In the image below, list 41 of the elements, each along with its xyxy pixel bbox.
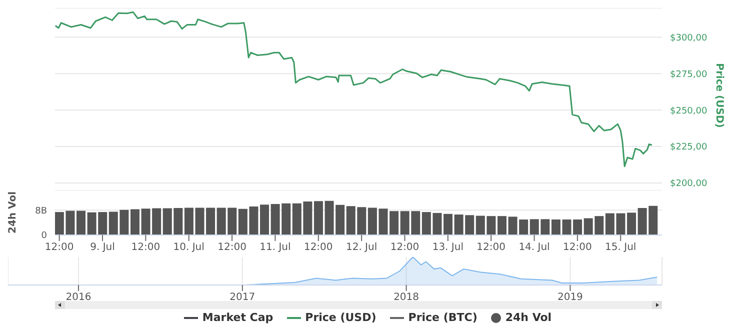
x-tick-label: 12:00: [304, 242, 333, 254]
bar: [130, 209, 140, 235]
y-axis-title: Price (USD): [713, 63, 724, 128]
bar: [76, 210, 86, 235]
y-tick-label: $250,00: [670, 106, 708, 116]
legend-label: Market Cap: [202, 311, 274, 324]
bar: [551, 219, 560, 235]
legend-label: Price (USD): [305, 311, 376, 324]
bar: [627, 212, 636, 235]
y-tick-label: $300,00: [670, 33, 708, 44]
x-tick-label: 14. Jul: [518, 242, 550, 254]
x-tick-label: 9. Jul: [90, 242, 115, 254]
x-tick-label: 12:00: [218, 242, 246, 254]
y-tick-label: 8B: [35, 206, 47, 216]
x-tick-label: 2019: [557, 292, 583, 304]
bar: [314, 201, 323, 235]
y-tick-label: $225,00: [670, 142, 708, 153]
bar: [260, 204, 270, 235]
bar: [497, 216, 506, 235]
x-tick-label: 2017: [230, 292, 256, 304]
x-tick-label: 12:00: [476, 242, 506, 254]
x-tick-label: 11. Jul: [260, 242, 291, 254]
bar: [206, 208, 216, 235]
x-tick-label: 12. Jul: [346, 242, 378, 254]
x-tick-label: 12:00: [563, 242, 592, 254]
x-tick-label: 2018: [394, 292, 420, 304]
legend-label: 24h Vol: [505, 311, 552, 324]
x-tick-label: 15. Jul: [605, 242, 636, 254]
bar: [390, 211, 399, 235]
x-tick-label: 12:00: [390, 242, 420, 254]
x-tick-label: 12:00: [131, 242, 160, 254]
x-tick-label: 12:00: [44, 242, 74, 254]
y-tick-label: $275,00: [670, 70, 708, 80]
y-axis-title: 24h Vol: [8, 191, 19, 234]
x-tick-label: 13. Jul: [432, 242, 464, 254]
bar: [444, 214, 453, 235]
x-tick-label: 2016: [66, 292, 92, 304]
y-tick-label: $200,00: [670, 179, 708, 190]
legend-label: Price (BTC): [408, 311, 478, 324]
y-tick-label: 0: [41, 231, 48, 242]
x-tick-label: 10. Jul: [173, 242, 204, 254]
